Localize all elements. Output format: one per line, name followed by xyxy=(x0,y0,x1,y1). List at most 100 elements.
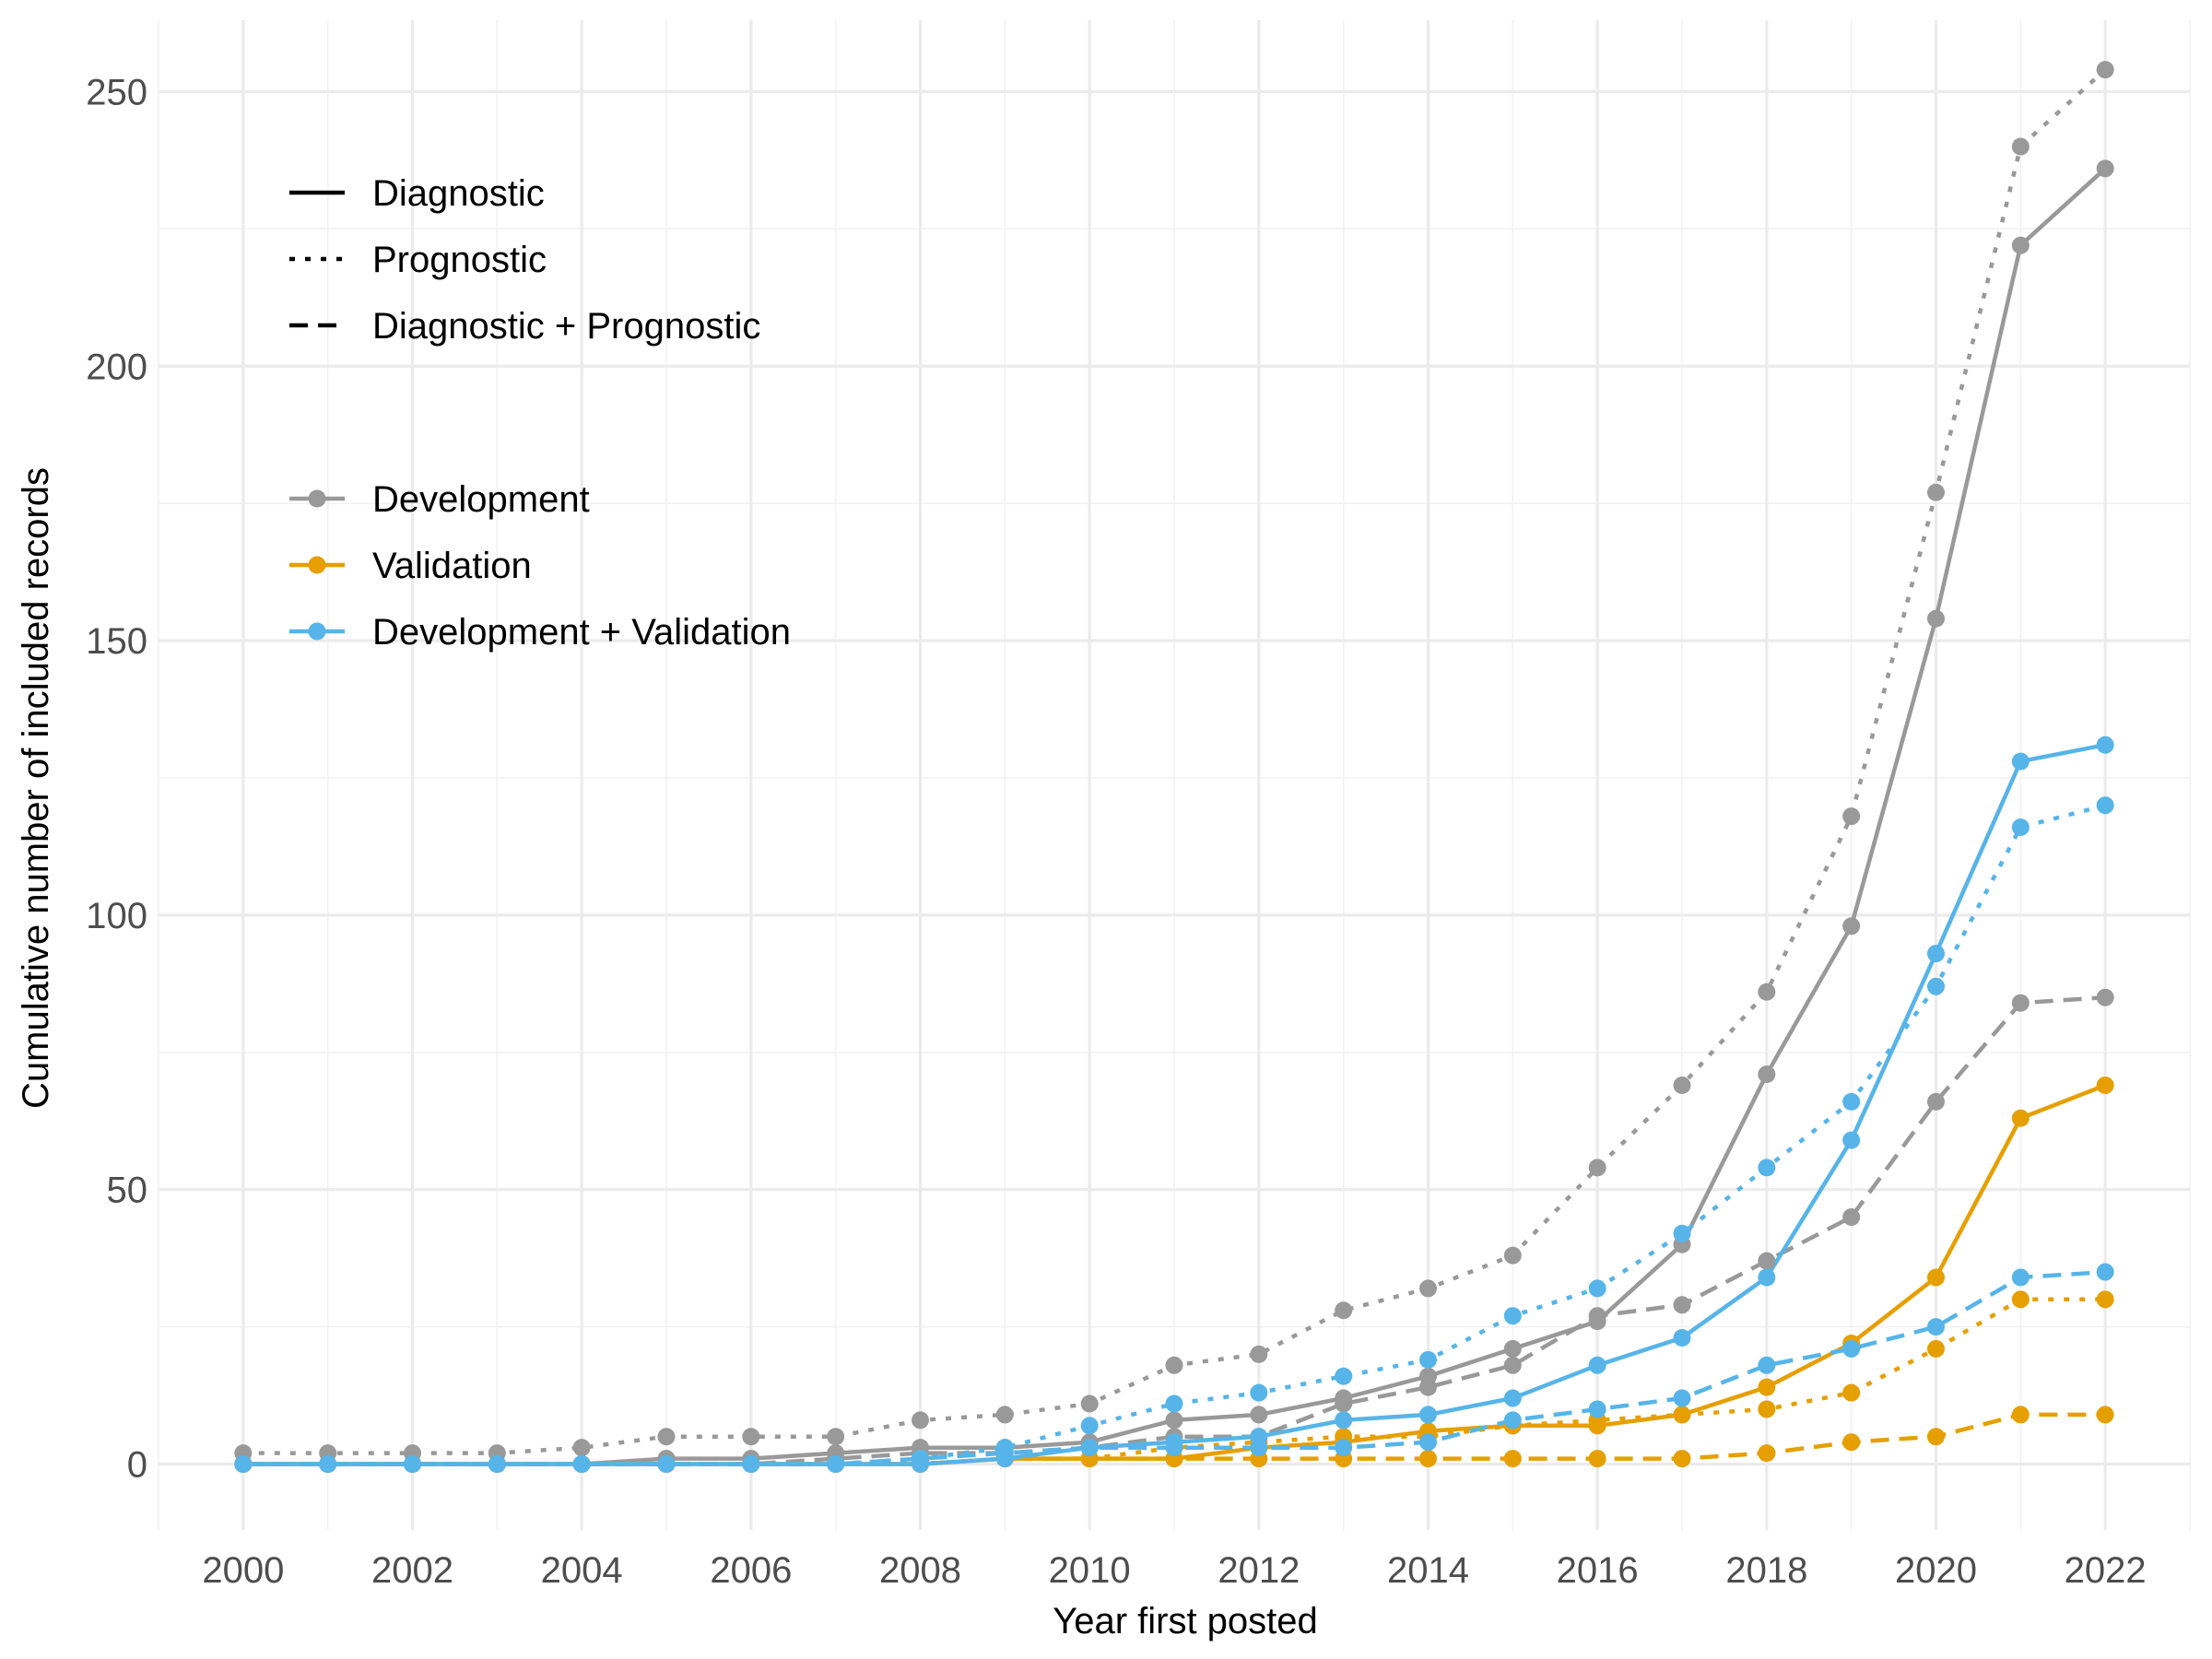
points-layer xyxy=(234,61,2114,1474)
data-point xyxy=(1588,1307,1606,1325)
data-point xyxy=(1503,1450,1522,1468)
y-tick-label: 100 xyxy=(86,896,147,936)
x-axis-title: Year first posted xyxy=(1053,1601,1318,1641)
data-point xyxy=(1335,1411,1353,1430)
data-point xyxy=(1250,1345,1268,1363)
x-tick-label: 2018 xyxy=(1725,1550,1807,1591)
data-point xyxy=(1503,1411,1522,1430)
data-point xyxy=(1758,1400,1776,1418)
data-point xyxy=(1673,1224,1691,1242)
data-point xyxy=(1080,1439,1099,1457)
data-point xyxy=(1419,1406,1437,1424)
data-point xyxy=(1503,1339,1522,1358)
data-point xyxy=(827,1455,845,1474)
data-point xyxy=(995,1444,1014,1463)
x-tick-label: 2016 xyxy=(1557,1550,1639,1591)
data-point xyxy=(1250,1383,1268,1402)
y-tick-label: 250 xyxy=(86,72,147,112)
x-tick-label: 2008 xyxy=(879,1550,961,1591)
legend-color-dot xyxy=(308,489,326,508)
data-point xyxy=(1927,945,1945,963)
data-point xyxy=(1503,1389,1522,1407)
data-point xyxy=(572,1455,591,1474)
x-tick-label: 2020 xyxy=(1895,1550,1977,1591)
data-point xyxy=(912,1450,929,1468)
data-point xyxy=(1335,1301,1353,1320)
data-point xyxy=(1419,1350,1437,1369)
data-point xyxy=(319,1455,337,1474)
data-point xyxy=(1758,1444,1776,1463)
data-point xyxy=(1842,807,1861,826)
data-point xyxy=(1419,1279,1437,1298)
data-point xyxy=(2011,1109,2030,1127)
data-point xyxy=(1335,1394,1353,1413)
legend-color-dot xyxy=(308,622,326,641)
data-point xyxy=(827,1428,845,1446)
y-tick-label: 150 xyxy=(86,621,147,662)
data-point xyxy=(2011,1290,2030,1309)
legend-linetype-label: Diagnostic xyxy=(372,173,545,214)
data-point xyxy=(1758,1159,1776,1177)
data-point xyxy=(2096,1263,2114,1281)
data-point xyxy=(572,1439,591,1457)
y-axis-title: Cumulative number of included records xyxy=(16,467,56,1109)
data-point xyxy=(1758,1065,1776,1084)
data-point xyxy=(1927,1339,1945,1358)
data-point xyxy=(1842,1383,1861,1402)
data-point xyxy=(1503,1356,1522,1374)
data-point xyxy=(1673,1329,1691,1347)
data-point xyxy=(1673,1450,1691,1468)
data-point xyxy=(1673,1296,1691,1314)
data-point xyxy=(1588,1159,1606,1177)
data-point xyxy=(234,1455,253,1474)
data-point xyxy=(1842,1131,1861,1149)
data-point xyxy=(2011,994,2030,1012)
data-point xyxy=(1335,1439,1353,1457)
data-point xyxy=(1419,1378,1437,1396)
data-point xyxy=(1927,977,1945,995)
data-point xyxy=(1842,1339,1861,1358)
data-point xyxy=(1588,1450,1606,1468)
data-point xyxy=(912,1411,929,1430)
data-point xyxy=(2096,1077,2114,1095)
data-point xyxy=(1927,1428,1945,1446)
data-point xyxy=(1250,1439,1268,1457)
data-point xyxy=(2096,159,2114,178)
data-point xyxy=(2011,818,2030,837)
data-point xyxy=(404,1455,421,1474)
data-point xyxy=(1673,1077,1691,1095)
data-point xyxy=(1927,1268,1945,1287)
data-point xyxy=(2096,1290,2114,1309)
data-point xyxy=(1758,1378,1776,1396)
y-tick-label: 200 xyxy=(86,347,147,387)
legend: Diagnostic Prognostic Diagnostic + Prognos… xyxy=(289,173,791,653)
x-tick-label: 2012 xyxy=(1218,1550,1300,1591)
data-point xyxy=(995,1406,1014,1424)
data-point xyxy=(488,1455,506,1474)
data-point xyxy=(1673,1389,1691,1407)
series-line xyxy=(242,1297,2106,1466)
x-tick-label: 2014 xyxy=(1387,1550,1469,1591)
data-point xyxy=(1927,1092,1945,1111)
data-point xyxy=(1503,1246,1522,1265)
data-point xyxy=(2011,137,2030,156)
data-point xyxy=(2096,1406,2114,1424)
data-point xyxy=(1758,1252,1776,1270)
data-point xyxy=(1842,1092,1861,1111)
data-point xyxy=(1588,1400,1606,1418)
data-point xyxy=(1335,1367,1353,1385)
data-point xyxy=(1080,1417,1099,1435)
y-tick-label: 0 xyxy=(127,1445,147,1486)
x-tick-labels: 2000 2002 2004 2006 2008 2010 2012 2014 2016 2018… xyxy=(202,1550,2146,1591)
y-tick-labels: 0 50 100 150 200 250 xyxy=(86,72,147,1485)
data-point xyxy=(1927,483,1945,501)
data-point xyxy=(2011,1406,2030,1424)
data-point xyxy=(1419,1450,1437,1468)
data-point xyxy=(657,1455,676,1474)
data-point xyxy=(657,1428,676,1446)
legend-linetype-label: Prognostic xyxy=(372,240,547,280)
x-tick-label: 2006 xyxy=(710,1550,792,1591)
data-point xyxy=(2096,988,2114,1006)
